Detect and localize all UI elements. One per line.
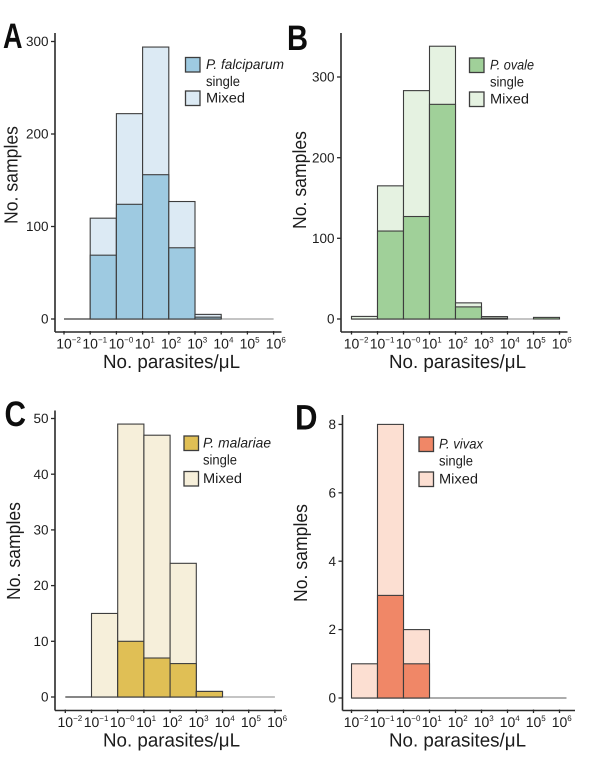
- svg-text:101: 101: [422, 336, 443, 352]
- svg-text:101: 101: [135, 336, 156, 352]
- svg-text:4: 4: [328, 554, 336, 569]
- svg-text:50: 50: [33, 411, 48, 426]
- svg-text:B: B: [287, 18, 308, 58]
- svg-text:No. samples: No. samples: [290, 131, 311, 229]
- svg-text:8: 8: [328, 417, 336, 432]
- svg-text:103: 103: [187, 336, 208, 352]
- svg-text:200: 200: [312, 150, 335, 165]
- svg-text:100: 100: [26, 219, 49, 234]
- svg-text:100: 100: [312, 231, 335, 246]
- svg-text:A: A: [3, 16, 23, 56]
- svg-text:No. samples: No. samples: [291, 504, 312, 602]
- svg-text:103: 103: [189, 714, 210, 730]
- svg-text:102: 102: [161, 336, 182, 352]
- svg-text:Mixed: Mixed: [490, 91, 529, 107]
- svg-text:No. samples: No. samples: [4, 502, 25, 600]
- svg-text:No. parasites/μL: No. parasites/μL: [389, 352, 526, 373]
- svg-text:106: 106: [552, 336, 573, 352]
- svg-text:106: 106: [266, 336, 287, 352]
- svg-text:single: single: [203, 452, 237, 468]
- svg-text:300: 300: [26, 34, 49, 49]
- svg-text:No. parasites/μL: No. parasites/μL: [103, 731, 240, 752]
- svg-text:105: 105: [526, 336, 547, 352]
- svg-text:Mixed: Mixed: [439, 471, 478, 487]
- svg-text:101: 101: [136, 714, 157, 730]
- svg-text:30: 30: [33, 523, 48, 538]
- svg-text:102: 102: [162, 714, 183, 730]
- svg-text:No. parasites/μL: No. parasites/μL: [103, 352, 240, 373]
- svg-text:single: single: [206, 73, 240, 89]
- svg-text:105: 105: [240, 336, 261, 352]
- svg-text:101: 101: [422, 714, 443, 730]
- svg-text:single: single: [490, 74, 524, 90]
- svg-text:300: 300: [312, 70, 335, 85]
- svg-text:40: 40: [33, 467, 48, 482]
- svg-text:P. ovale: P. ovale: [490, 57, 534, 73]
- svg-text:105: 105: [526, 714, 547, 730]
- svg-text:106: 106: [552, 714, 573, 730]
- svg-text:0: 0: [327, 312, 335, 327]
- svg-text:102: 102: [448, 714, 469, 730]
- svg-text:P. vivax: P. vivax: [439, 436, 484, 452]
- svg-text:10: 10: [33, 634, 48, 649]
- svg-text:104: 104: [213, 336, 234, 352]
- svg-text:D: D: [295, 398, 318, 438]
- svg-text:103: 103: [474, 714, 495, 730]
- svg-text:P. falciparum: P. falciparum: [206, 56, 284, 72]
- svg-text:Mixed: Mixed: [206, 90, 245, 106]
- svg-text:104: 104: [215, 714, 236, 730]
- svg-text:0: 0: [41, 312, 49, 327]
- svg-text:Mixed: Mixed: [203, 470, 242, 486]
- svg-text:No. samples: No. samples: [2, 126, 23, 224]
- svg-text:20: 20: [33, 578, 48, 593]
- svg-text:0: 0: [41, 690, 49, 705]
- svg-text:P. malariae: P. malariae: [203, 435, 271, 451]
- svg-text:106: 106: [267, 714, 288, 730]
- svg-text:0: 0: [328, 691, 336, 706]
- svg-text:102: 102: [448, 336, 469, 352]
- svg-text:104: 104: [500, 714, 521, 730]
- svg-text:C: C: [5, 394, 27, 434]
- svg-text:200: 200: [26, 127, 49, 142]
- svg-text:105: 105: [241, 714, 262, 730]
- svg-text:103: 103: [474, 336, 495, 352]
- svg-text:6: 6: [328, 485, 336, 500]
- svg-text:single: single: [439, 453, 473, 469]
- svg-text:104: 104: [500, 336, 521, 352]
- svg-text:No. parasites/μL: No. parasites/μL: [389, 731, 526, 752]
- svg-text:2: 2: [328, 622, 336, 637]
